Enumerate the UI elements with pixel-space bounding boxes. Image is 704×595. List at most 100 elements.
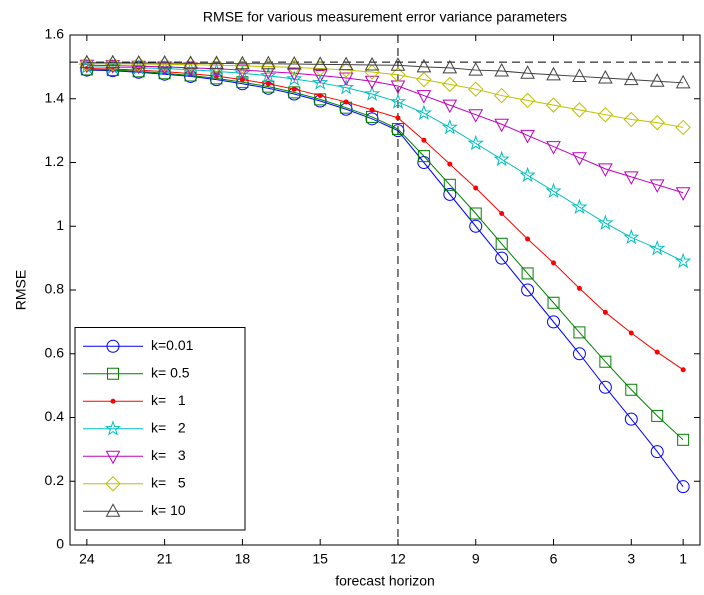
marker bbox=[468, 62, 484, 76]
marker bbox=[262, 80, 275, 93]
legend-marker bbox=[106, 339, 120, 353]
y-tick-label: 0.4 bbox=[45, 408, 65, 424]
y-axis-label: RMSE bbox=[13, 270, 29, 310]
marker bbox=[443, 187, 457, 201]
marker bbox=[468, 109, 484, 123]
y-tick-label: 0.8 bbox=[45, 281, 65, 297]
marker bbox=[317, 93, 323, 99]
legend-label: k= 10 bbox=[151, 502, 186, 518]
marker bbox=[364, 56, 380, 71]
legend-label: k= 3 bbox=[151, 447, 186, 463]
marker bbox=[312, 69, 328, 84]
marker bbox=[649, 179, 665, 193]
marker bbox=[597, 106, 614, 123]
marker bbox=[469, 219, 483, 233]
series-line bbox=[86, 67, 684, 371]
marker bbox=[623, 111, 640, 128]
marker bbox=[573, 326, 586, 339]
marker bbox=[675, 187, 691, 201]
marker bbox=[623, 171, 639, 185]
marker bbox=[286, 70, 303, 86]
legend-label: k=0.01 bbox=[151, 337, 194, 353]
y-tick-label: 1.4 bbox=[45, 89, 65, 105]
y-tick-label: 1.2 bbox=[45, 153, 65, 169]
marker bbox=[390, 80, 406, 95]
marker bbox=[415, 104, 432, 120]
marker bbox=[677, 433, 690, 446]
marker bbox=[525, 236, 531, 242]
marker bbox=[493, 150, 510, 167]
marker bbox=[416, 58, 432, 73]
y-tick-label: 0 bbox=[56, 536, 64, 552]
marker bbox=[338, 56, 354, 71]
marker bbox=[597, 214, 614, 230]
x-axis-label: forecast horizon bbox=[335, 573, 435, 589]
marker bbox=[494, 62, 510, 77]
marker bbox=[442, 76, 458, 93]
x-tick-label: 3 bbox=[627, 551, 635, 567]
marker bbox=[312, 56, 328, 70]
marker bbox=[493, 87, 510, 104]
marker bbox=[416, 71, 432, 88]
marker bbox=[546, 141, 561, 155]
marker bbox=[442, 59, 458, 74]
marker bbox=[130, 56, 147, 72]
legend-marker bbox=[107, 367, 119, 380]
x-tick-label: 1 bbox=[679, 551, 687, 567]
marker bbox=[521, 267, 534, 280]
marker bbox=[364, 75, 380, 90]
marker bbox=[105, 60, 121, 74]
marker bbox=[675, 252, 692, 269]
marker bbox=[572, 68, 587, 82]
marker bbox=[623, 71, 639, 86]
legend: k=0.01 k= 0.5 k= 1 k= 2 k= 3 k= 5 k= 10 bbox=[74, 327, 246, 531]
marker bbox=[519, 92, 536, 109]
marker bbox=[291, 86, 297, 92]
marker bbox=[598, 163, 613, 177]
legend-marker bbox=[104, 420, 122, 436]
marker bbox=[391, 123, 404, 136]
marker bbox=[443, 178, 456, 191]
marker bbox=[235, 64, 250, 79]
marker bbox=[467, 134, 484, 151]
marker bbox=[417, 150, 430, 163]
marker bbox=[624, 412, 638, 426]
legend-label: k= 5 bbox=[151, 474, 186, 490]
marker bbox=[79, 54, 95, 69]
legend-marker bbox=[105, 450, 121, 465]
marker bbox=[395, 115, 401, 121]
marker bbox=[338, 72, 354, 87]
marker bbox=[651, 409, 664, 422]
marker bbox=[416, 90, 432, 104]
marker bbox=[469, 207, 482, 220]
marker bbox=[576, 285, 582, 291]
x-tick-label: 15 bbox=[312, 551, 328, 567]
marker bbox=[343, 99, 349, 105]
x-tick-label: 24 bbox=[79, 551, 95, 567]
marker bbox=[649, 73, 665, 87]
marker bbox=[363, 85, 381, 101]
chart-title: RMSE for various measurement error varia… bbox=[203, 9, 567, 25]
marker bbox=[547, 296, 560, 309]
marker bbox=[156, 56, 173, 73]
marker bbox=[649, 240, 666, 256]
marker bbox=[468, 81, 484, 97]
marker bbox=[442, 99, 458, 114]
marker bbox=[209, 55, 224, 69]
marker bbox=[599, 355, 612, 368]
marker bbox=[390, 57, 406, 71]
marker bbox=[572, 347, 586, 361]
marker bbox=[441, 118, 458, 135]
marker bbox=[499, 211, 505, 216]
marker bbox=[520, 129, 535, 144]
marker bbox=[571, 198, 588, 215]
marker bbox=[649, 114, 665, 131]
marker bbox=[494, 118, 510, 133]
legend-marker bbox=[110, 398, 116, 404]
marker bbox=[495, 251, 509, 265]
marker bbox=[390, 67, 406, 83]
marker bbox=[235, 55, 250, 70]
x-tick-label: 6 bbox=[550, 551, 558, 567]
marker bbox=[286, 67, 302, 82]
